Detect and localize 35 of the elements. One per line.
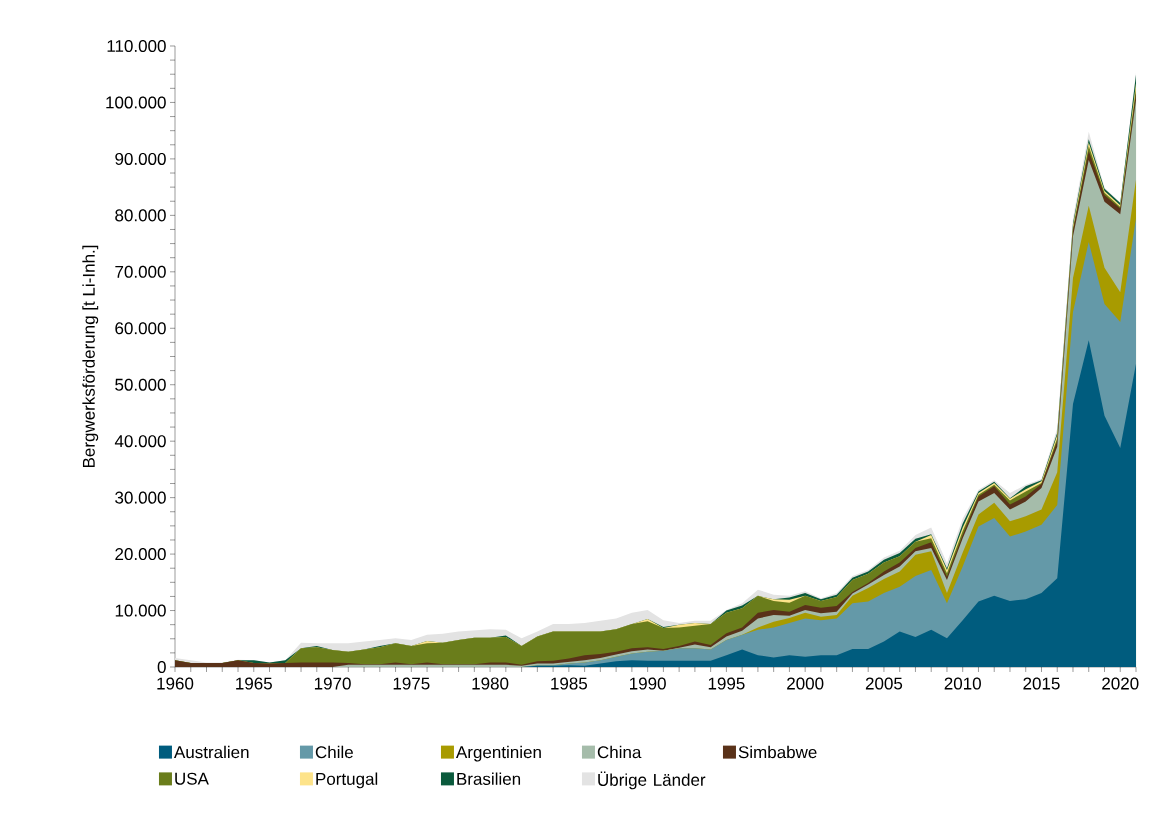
legend-label: Brasilien [457, 772, 521, 785]
x-tick-label: 1970 [314, 677, 351, 690]
y-tick-label: 110.000 [107, 39, 166, 53]
x-tick-label: 1960 [157, 677, 194, 690]
y-tick-label: 10.000 [115, 604, 166, 617]
x-tick-label: 2005 [865, 677, 903, 690]
x-tick-label: 1985 [551, 677, 588, 690]
legend-label: USA [175, 772, 209, 785]
y-tick-label: 20.000 [115, 548, 166, 561]
y-tick-label: 100.000 [106, 96, 166, 109]
y-tick-label: 50.000 [115, 378, 166, 391]
y-tick-label: 70.000 [115, 265, 166, 278]
x-tick-label: 1990 [630, 677, 666, 690]
x-tick-label: 2000 [787, 677, 824, 690]
legend-label: Übrige Länder [598, 771, 706, 790]
x-tick-label: 1995 [708, 677, 745, 690]
x-tick-label: 1980 [472, 677, 509, 690]
x-tick-label: 1965 [236, 677, 272, 690]
legend-label: Argentinien [456, 745, 541, 762]
y-tick-label: 40.000 [114, 435, 166, 448]
legend-label: China [597, 745, 642, 759]
legend-label: Portugal [316, 772, 378, 789]
y-tick-label: 60.000 [115, 322, 166, 335]
x-tick-label: 2020 [1102, 677, 1139, 690]
y-tick-label: 30.000 [115, 491, 166, 504]
x-tick-label: 2010 [944, 677, 981, 690]
legend-label: Chile [315, 745, 353, 759]
x-tick-label: 2015 [1023, 677, 1060, 690]
legend-label: Simbabwe [738, 745, 817, 759]
x-tick-label: 1975 [393, 677, 430, 690]
y-axis-title: Bergwerksförderung [t Li-Inh.] [82, 245, 99, 468]
y-tick-label: 0 [157, 660, 166, 674]
y-tick-label: 90.000 [115, 152, 166, 165]
y-tick-label: 80.000 [115, 209, 166, 222]
legend-label: Australien [174, 745, 249, 759]
